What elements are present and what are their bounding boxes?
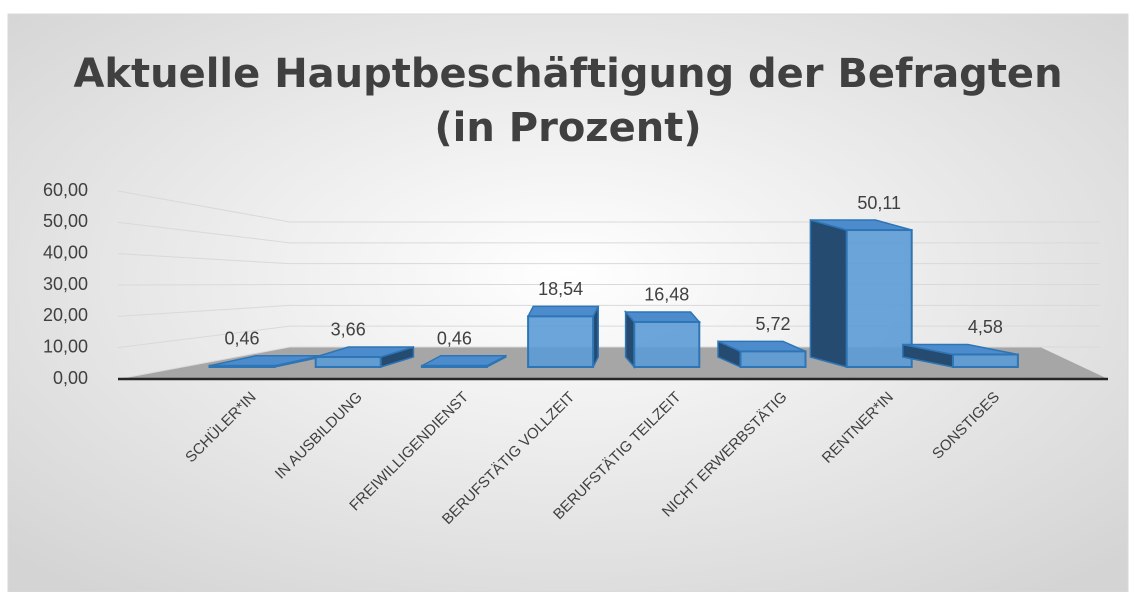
data-label: 0,46 <box>224 328 259 348</box>
chart-background <box>7 13 1129 593</box>
y-tick-label: 50,00 <box>43 211 88 231</box>
data-label: 18,54 <box>538 279 583 299</box>
y-tick-label: 10,00 <box>43 336 88 356</box>
data-label: 16,48 <box>644 285 689 305</box>
data-label: 5,72 <box>755 314 790 334</box>
chart-title: (in Prozent) <box>434 105 701 151</box>
grid-line <box>117 284 1100 286</box>
bar <box>951 353 1019 368</box>
data-label: 4,58 <box>968 317 1003 337</box>
y-tick-label: 30,00 <box>43 274 88 294</box>
bar <box>633 320 701 369</box>
bar <box>527 315 595 369</box>
bar-side <box>809 219 848 368</box>
chart-title: Aktuelle Hauptbeschäftigung der Befragte… <box>73 51 1062 97</box>
y-tick-label: 0,00 <box>53 368 88 388</box>
y-tick-label: 60,00 <box>43 180 88 200</box>
y-tick-label: 40,00 <box>43 242 88 262</box>
bar <box>845 229 913 368</box>
bar-top <box>526 305 600 318</box>
data-label: 3,66 <box>331 320 366 340</box>
bar <box>420 364 488 369</box>
bar-top <box>623 311 701 323</box>
y-tick-label: 20,00 <box>43 305 88 325</box>
bar <box>208 364 276 369</box>
bar <box>739 350 807 368</box>
data-label: 50,11 <box>857 193 901 213</box>
bar <box>314 355 382 369</box>
data-label: 0,46 <box>437 328 472 348</box>
